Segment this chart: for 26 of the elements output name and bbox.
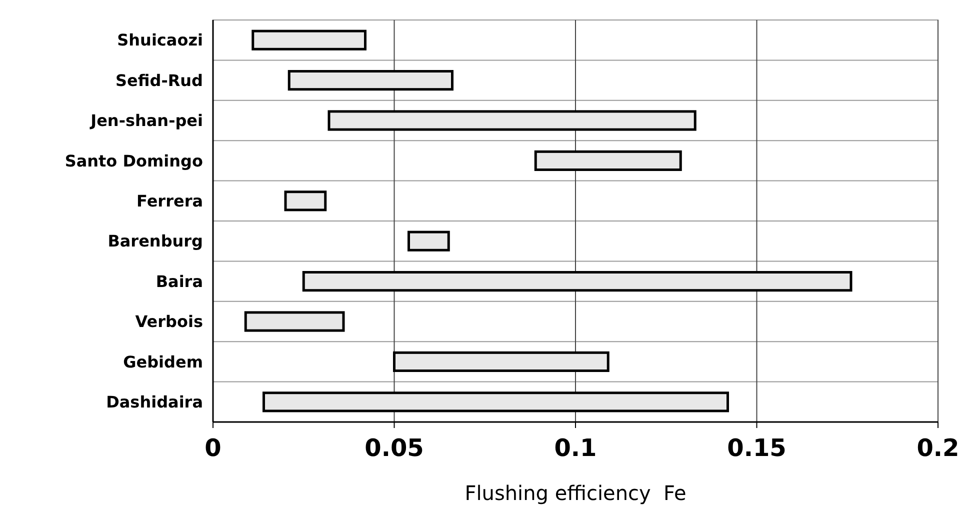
y-tick-label: Gebidem — [123, 352, 203, 372]
y-tick-label: Ferrera — [136, 192, 203, 210]
x-tick-label: 0 — [204, 434, 222, 462]
x-tick-label: 0.2 — [916, 434, 960, 462]
bar — [252, 30, 366, 50]
y-tick-label: Santo Domingo — [64, 151, 204, 170]
y-tick-label: Barenburg — [108, 232, 203, 251]
bar — [534, 150, 682, 171]
x-axis-title: Flushing efficiency Fe — [464, 481, 686, 505]
y-tick-label: Verbois — [135, 312, 203, 332]
x-tick-label: 0.05 — [364, 434, 424, 462]
y-tick-label: Jen-shan-pei — [90, 111, 203, 130]
bar — [284, 190, 327, 212]
bar — [288, 70, 454, 91]
x-tick-label: 0.1 — [554, 434, 597, 462]
y-tick-label: Shuicaozi — [117, 30, 203, 50]
bar — [262, 392, 729, 412]
bar — [302, 271, 852, 292]
bar — [244, 311, 345, 332]
bar — [408, 230, 450, 252]
bar — [328, 110, 696, 131]
bar — [393, 351, 610, 372]
x-tick-label: 0.15 — [727, 434, 786, 462]
y-tick-label: Sefid-Rud — [116, 70, 203, 90]
y-tick-label: Baira — [156, 272, 203, 291]
y-tick-label: Dashidaira — [106, 392, 203, 412]
